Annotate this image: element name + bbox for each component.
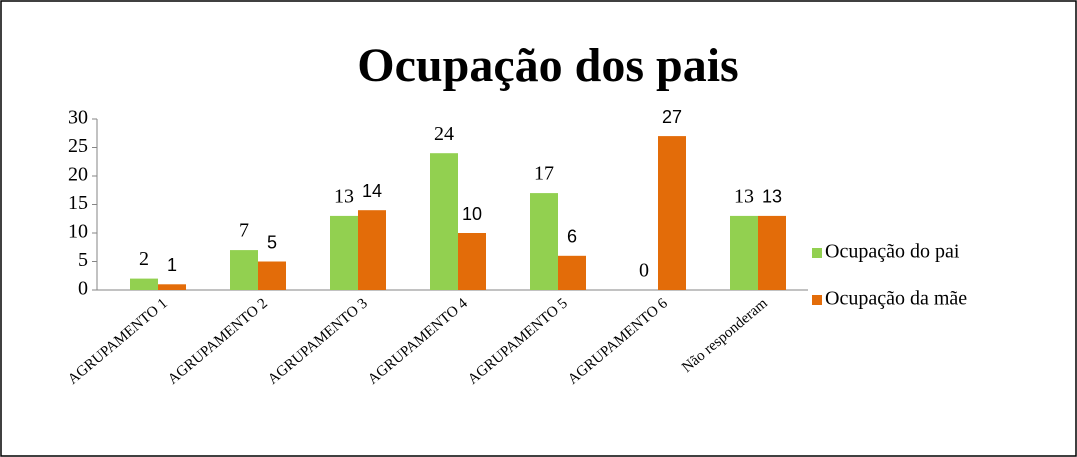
data-label: 5 [267, 232, 277, 252]
bar [758, 215, 786, 290]
data-label: 2 [139, 248, 149, 270]
legend-label: Ocupação do pai [825, 241, 960, 263]
data-label: 13 [734, 185, 754, 207]
data-label: 24 [434, 123, 454, 145]
data-label: 10 [462, 204, 482, 224]
y-tick-label: 5 [78, 249, 88, 271]
legend-swatch [812, 248, 822, 258]
y-tick-label: 30 [68, 107, 88, 129]
bar [158, 284, 186, 290]
y-tick-label: 25 [68, 135, 88, 157]
data-label: 13 [762, 187, 782, 207]
bar [530, 193, 558, 290]
bar [658, 136, 686, 290]
bar [330, 215, 358, 290]
chart-title: Ocupação dos pais [357, 39, 738, 92]
data-label: 13 [334, 185, 354, 207]
bar [458, 233, 486, 290]
bar [558, 255, 586, 290]
y-tick-label: 10 [68, 221, 88, 243]
bar [730, 215, 758, 290]
bar [230, 250, 258, 290]
bar [358, 210, 386, 290]
data-label: 7 [239, 220, 249, 242]
legend-label: Ocupação da mãe [825, 288, 967, 310]
y-tick-label: 15 [68, 192, 88, 214]
y-tick-label: 0 [78, 278, 88, 300]
data-label: 17 [534, 163, 554, 185]
data-label: 14 [362, 181, 382, 201]
legend-swatch [812, 295, 822, 305]
bar [258, 261, 286, 290]
data-label: 27 [662, 107, 682, 127]
data-label: 6 [567, 227, 577, 247]
data-label: 0 [639, 260, 649, 282]
data-label: 1 [167, 255, 177, 275]
bar [130, 278, 158, 290]
y-tick-label: 20 [68, 164, 88, 186]
bar [430, 153, 458, 290]
